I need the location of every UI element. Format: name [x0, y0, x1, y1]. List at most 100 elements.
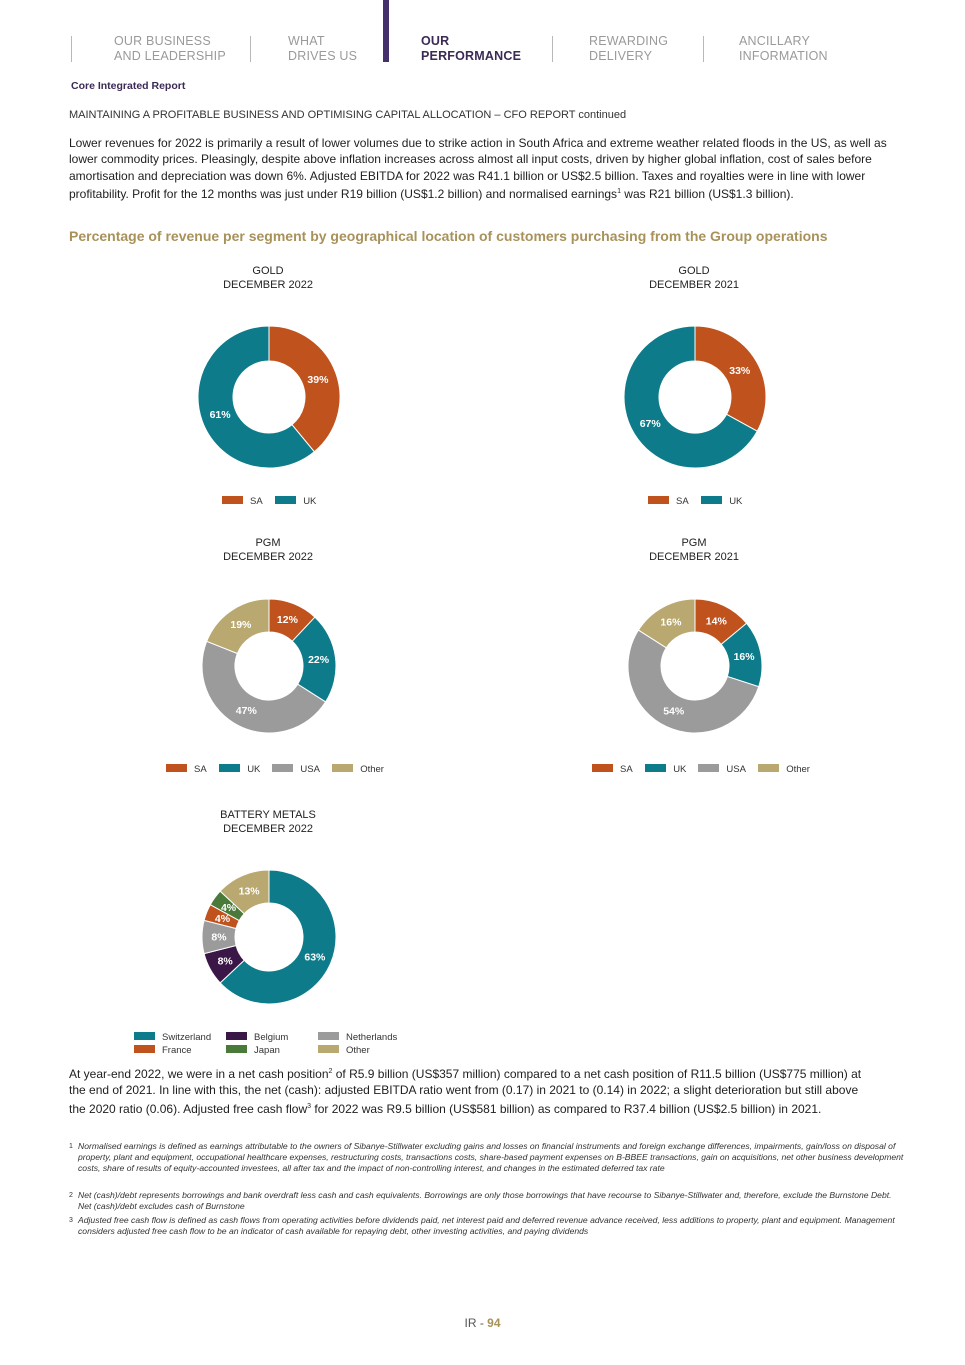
legend-label-sa: SA	[676, 496, 689, 507]
legend-item-usa: USA	[698, 764, 746, 775]
donut-chart-pgm-2022: 12% 22% 47% 19%	[201, 598, 337, 734]
legend-item-sa: SA	[166, 764, 207, 775]
report-label: Core Integrated Report	[71, 80, 186, 92]
data-label-uk: 61%	[210, 409, 232, 421]
nav-active-indicator	[383, 0, 389, 62]
charts-heading: Percentage of revenue per segment by geo…	[69, 228, 828, 244]
legend-item-france: France	[134, 1045, 192, 1056]
legend-swatch-sa	[166, 764, 187, 773]
legend-item-sa: SA	[222, 496, 263, 507]
data-label-sa: 39%	[307, 374, 329, 386]
legend-swatch-other	[332, 764, 354, 773]
data-label-sa: 33%	[729, 365, 751, 377]
data-label-belgium: 8%	[218, 956, 234, 968]
legend-label-usa: USA	[300, 764, 320, 775]
data-label-sa: 14%	[706, 615, 728, 627]
data-label-usa: 47%	[236, 705, 258, 717]
legend-item-uk: UK	[645, 764, 686, 775]
donut-slice-sa	[268, 325, 341, 453]
data-label-switzerland: 63%	[304, 951, 326, 963]
legend-item-netherlands: Netherlands	[318, 1032, 397, 1043]
data-label-other: 13%	[239, 886, 261, 898]
legend-item-other: Other	[332, 764, 384, 775]
legend-item-sa: SA	[592, 764, 633, 775]
data-label-usa: 54%	[663, 706, 685, 718]
data-label-other: 16%	[660, 617, 682, 629]
legend-swatch-sa	[648, 496, 669, 505]
legend-label-switzerland: Switzerland	[162, 1032, 212, 1043]
legend-item-usa: USA	[272, 764, 320, 775]
nav-separator	[71, 36, 72, 62]
nav-item-ancillary-information[interactable]: ANCILLARY INFORMATION	[739, 34, 828, 63]
nav-item-our-performance[interactable]: OUR PERFORMANCE	[421, 34, 522, 63]
legend-battery-metals-2022: Switzerland Belgium Netherlands France Japan…	[134, 1032, 434, 1058]
data-label-uk: 16%	[734, 651, 756, 663]
nav-item-our-business[interactable]: OUR BUSINESS AND LEADERSHIP	[114, 34, 226, 63]
legend-swatch-other	[318, 1045, 339, 1054]
donut-slice-usa	[627, 629, 760, 734]
legend-label-japan: Japan	[254, 1045, 280, 1056]
legend-item-sa: SA	[648, 496, 689, 507]
legend-swatch-sa	[592, 764, 613, 773]
nav-item-what-drives-us[interactable]: WHAT DRIVES US	[288, 34, 358, 63]
legend-label-uk: UK	[729, 496, 743, 507]
nav-separator	[250, 36, 251, 62]
legend-label-france: France	[162, 1045, 192, 1056]
legend-label-uk: UK	[303, 496, 317, 507]
donut-slice-switzerland	[219, 869, 337, 1005]
donut-chart-battery-metals-2022: 63%8%8%4%4%13%	[201, 869, 337, 1005]
donut-chart-pgm-2021: 14% 16% 54% 16%	[627, 598, 763, 734]
data-label-france: 4%	[215, 913, 231, 925]
donut-slice-other	[219, 869, 270, 915]
legend-item-uk: UK	[275, 496, 316, 507]
page-number: IR - 94	[464, 1316, 501, 1330]
legend-item-other: Other	[318, 1045, 370, 1056]
legend-gold-2022: SA UK	[222, 496, 422, 508]
legend-label-netherlands: Netherlands	[346, 1032, 398, 1043]
chart-title-pgm-2021: PGM DECEMBER 2021	[649, 537, 739, 563]
data-label-sa: 12%	[277, 614, 299, 626]
legend-label-sa: SA	[194, 764, 207, 775]
data-label-netherlands: 8%	[211, 932, 227, 944]
donut-slice-uk	[197, 325, 315, 469]
legend-label-sa: SA	[250, 496, 263, 507]
legend-swatch-japan	[226, 1045, 247, 1054]
footnote-1: 1 Normalised earnings is defined as earni…	[69, 1141, 904, 1174]
nav-item-rewarding-delivery[interactable]: REWARDING DELIVERY	[589, 34, 669, 63]
legend-item-switzerland: Switzerland	[134, 1032, 211, 1043]
donut-slice-other	[637, 598, 696, 649]
cash-paragraph: At year-end 2022, we were in a net cash …	[69, 1067, 862, 1116]
chart-title-gold-2022: GOLD DECEMBER 2022	[223, 265, 313, 291]
legend-swatch-switzerland	[134, 1032, 155, 1041]
legend-label-uk: UK	[247, 764, 261, 775]
legend-swatch-other	[758, 764, 780, 773]
footnote-2: 2 Net (cash)/debt represents borrowings a…	[69, 1190, 892, 1212]
donut-slice-other	[206, 598, 270, 655]
legend-swatch-uk	[219, 764, 241, 773]
donut-slice-sa	[694, 325, 767, 432]
legend-label-other: Other	[786, 764, 810, 775]
legend-swatch-belgium	[226, 1032, 247, 1041]
legend-item-uk: UK	[219, 764, 260, 775]
legend-swatch-france	[134, 1045, 155, 1054]
legend-swatch-uk	[645, 764, 667, 773]
nav-separator	[552, 36, 553, 62]
legend-label-usa: USA	[726, 764, 746, 775]
legend-swatch-sa	[222, 496, 243, 505]
donut-slice-usa	[201, 640, 327, 734]
donut-chart-gold-2021: 33% 67%	[623, 325, 767, 469]
data-label-other: 19%	[230, 619, 252, 631]
section-subtitle: MAINTAINING A PROFITABLE BUSINESS AND OP…	[69, 109, 627, 121]
footnote-3: 3 Adjusted free cash flow is defined as c…	[69, 1215, 895, 1237]
chart-title-gold-2021: GOLD DECEMBER 2021	[649, 265, 739, 291]
data-label-uk: 67%	[640, 418, 662, 430]
legend-swatch-usa	[698, 764, 720, 773]
legend-pgm-2021: SA UK USA Other	[592, 764, 852, 776]
legend-item-uk: UK	[701, 496, 742, 507]
donut-chart-gold-2022: 39% 61%	[197, 325, 341, 469]
data-label-uk: 22%	[308, 654, 330, 666]
legend-swatch-netherlands	[318, 1032, 339, 1041]
legend-label-sa: SA	[620, 764, 633, 775]
legend-label-other: Other	[346, 1045, 370, 1056]
legend-swatch-uk	[275, 496, 297, 505]
